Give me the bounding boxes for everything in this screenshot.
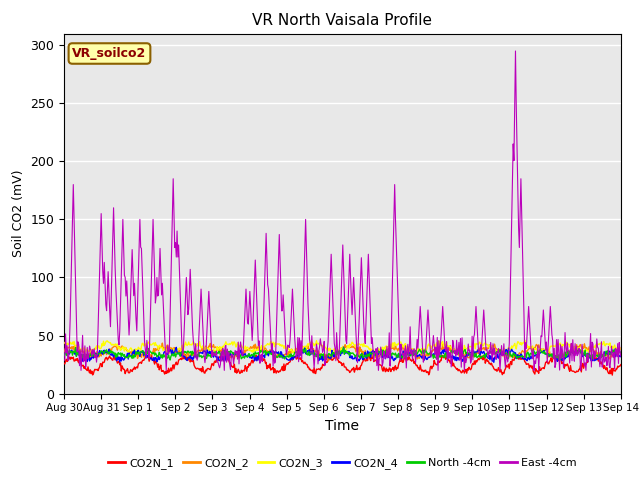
Legend: CO2N_1, CO2N_2, CO2N_3, CO2N_4, North -4cm, East -4cm: CO2N_1, CO2N_2, CO2N_3, CO2N_4, North -4…	[104, 453, 581, 473]
X-axis label: Time: Time	[325, 419, 360, 433]
Y-axis label: Soil CO2 (mV): Soil CO2 (mV)	[12, 170, 25, 257]
Text: VR_soilco2: VR_soilco2	[72, 47, 147, 60]
Title: VR North Vaisala Profile: VR North Vaisala Profile	[252, 13, 433, 28]
